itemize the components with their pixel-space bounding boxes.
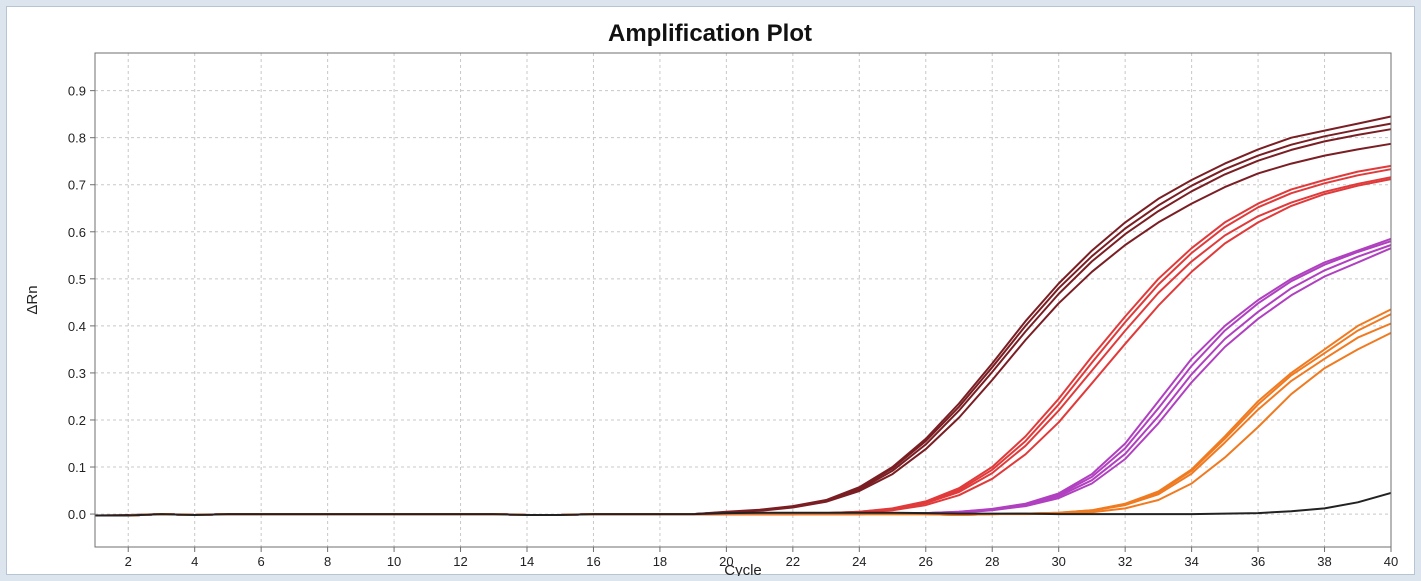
y-tick-label: 0.8: [68, 131, 86, 146]
grid: [95, 53, 1392, 547]
y-tick-label: 0.6: [68, 225, 86, 240]
x-tick-label: 40: [1384, 554, 1398, 569]
x-tick-label: 26: [919, 554, 933, 569]
x-tick-label: 4: [191, 554, 198, 569]
x-axis-ticks: 2 4 6 8 10 12 14 16 18 20 22 24 26 28 30 32 34 36 38 40: [125, 547, 1398, 569]
y-tick-label: 0.4: [68, 319, 86, 334]
x-tick-label: 2: [125, 554, 132, 569]
x-tick-label: 14: [520, 554, 534, 569]
y-tick-label: 0.7: [68, 178, 86, 193]
x-tick-label: 10: [387, 554, 401, 569]
amplification-curve: [95, 308, 1392, 517]
x-tick-label: 20: [719, 554, 733, 569]
plot-frame: [94, 52, 1392, 548]
y-tick-label: 0.2: [68, 413, 86, 428]
amplification-curve: [95, 128, 1392, 517]
x-tick-label: 24: [852, 554, 866, 569]
x-tick-label: 8: [324, 554, 331, 569]
x-tick-label: 22: [786, 554, 800, 569]
y-tick-label: 0.9: [68, 84, 86, 99]
y-tick-label: 0.3: [68, 366, 86, 381]
x-tick-label: 36: [1251, 554, 1265, 569]
amplification-plot: Amplification Plot 0.0 0.1 0.2 0.3 0.4 0.5 0.6…: [24, 20, 1398, 576]
x-tick-label: 28: [985, 554, 999, 569]
y-tick-label: 0.1: [68, 460, 86, 475]
amplification-curve: [94, 122, 1392, 517]
amplification-curve: [95, 115, 1392, 517]
chart-panel: Amplification Plot 0.0 0.1 0.2 0.3 0.4 0.5 0.6…: [6, 6, 1415, 576]
amplification-curve: [95, 491, 1392, 517]
amplification-curve: [95, 142, 1392, 517]
x-tick-label: 30: [1051, 554, 1065, 569]
series-lines: [94, 115, 1392, 517]
x-tick-label: 34: [1184, 554, 1198, 569]
y-tick-label: 0.5: [68, 272, 86, 287]
x-tick-label: 6: [258, 554, 265, 569]
amplification-curve: [95, 244, 1392, 517]
y-axis-ticks: 0.0 0.1 0.2 0.3 0.4 0.5 0.6 0.7 0.8 0.9: [68, 84, 95, 522]
x-tick-label: 18: [653, 554, 667, 569]
x-tick-label: 12: [453, 554, 467, 569]
x-axis-label: Cycle: [724, 562, 762, 576]
chart-title: Amplification Plot: [608, 20, 812, 47]
x-tick-label: 16: [586, 554, 600, 569]
x-tick-label: 32: [1118, 554, 1132, 569]
amplification-curve: [95, 247, 1392, 517]
y-tick-label: 0.0: [68, 507, 86, 522]
x-tick-label: 38: [1317, 554, 1331, 569]
amplification-curve: [95, 313, 1392, 517]
y-axis-label: ΔRn: [24, 285, 41, 314]
